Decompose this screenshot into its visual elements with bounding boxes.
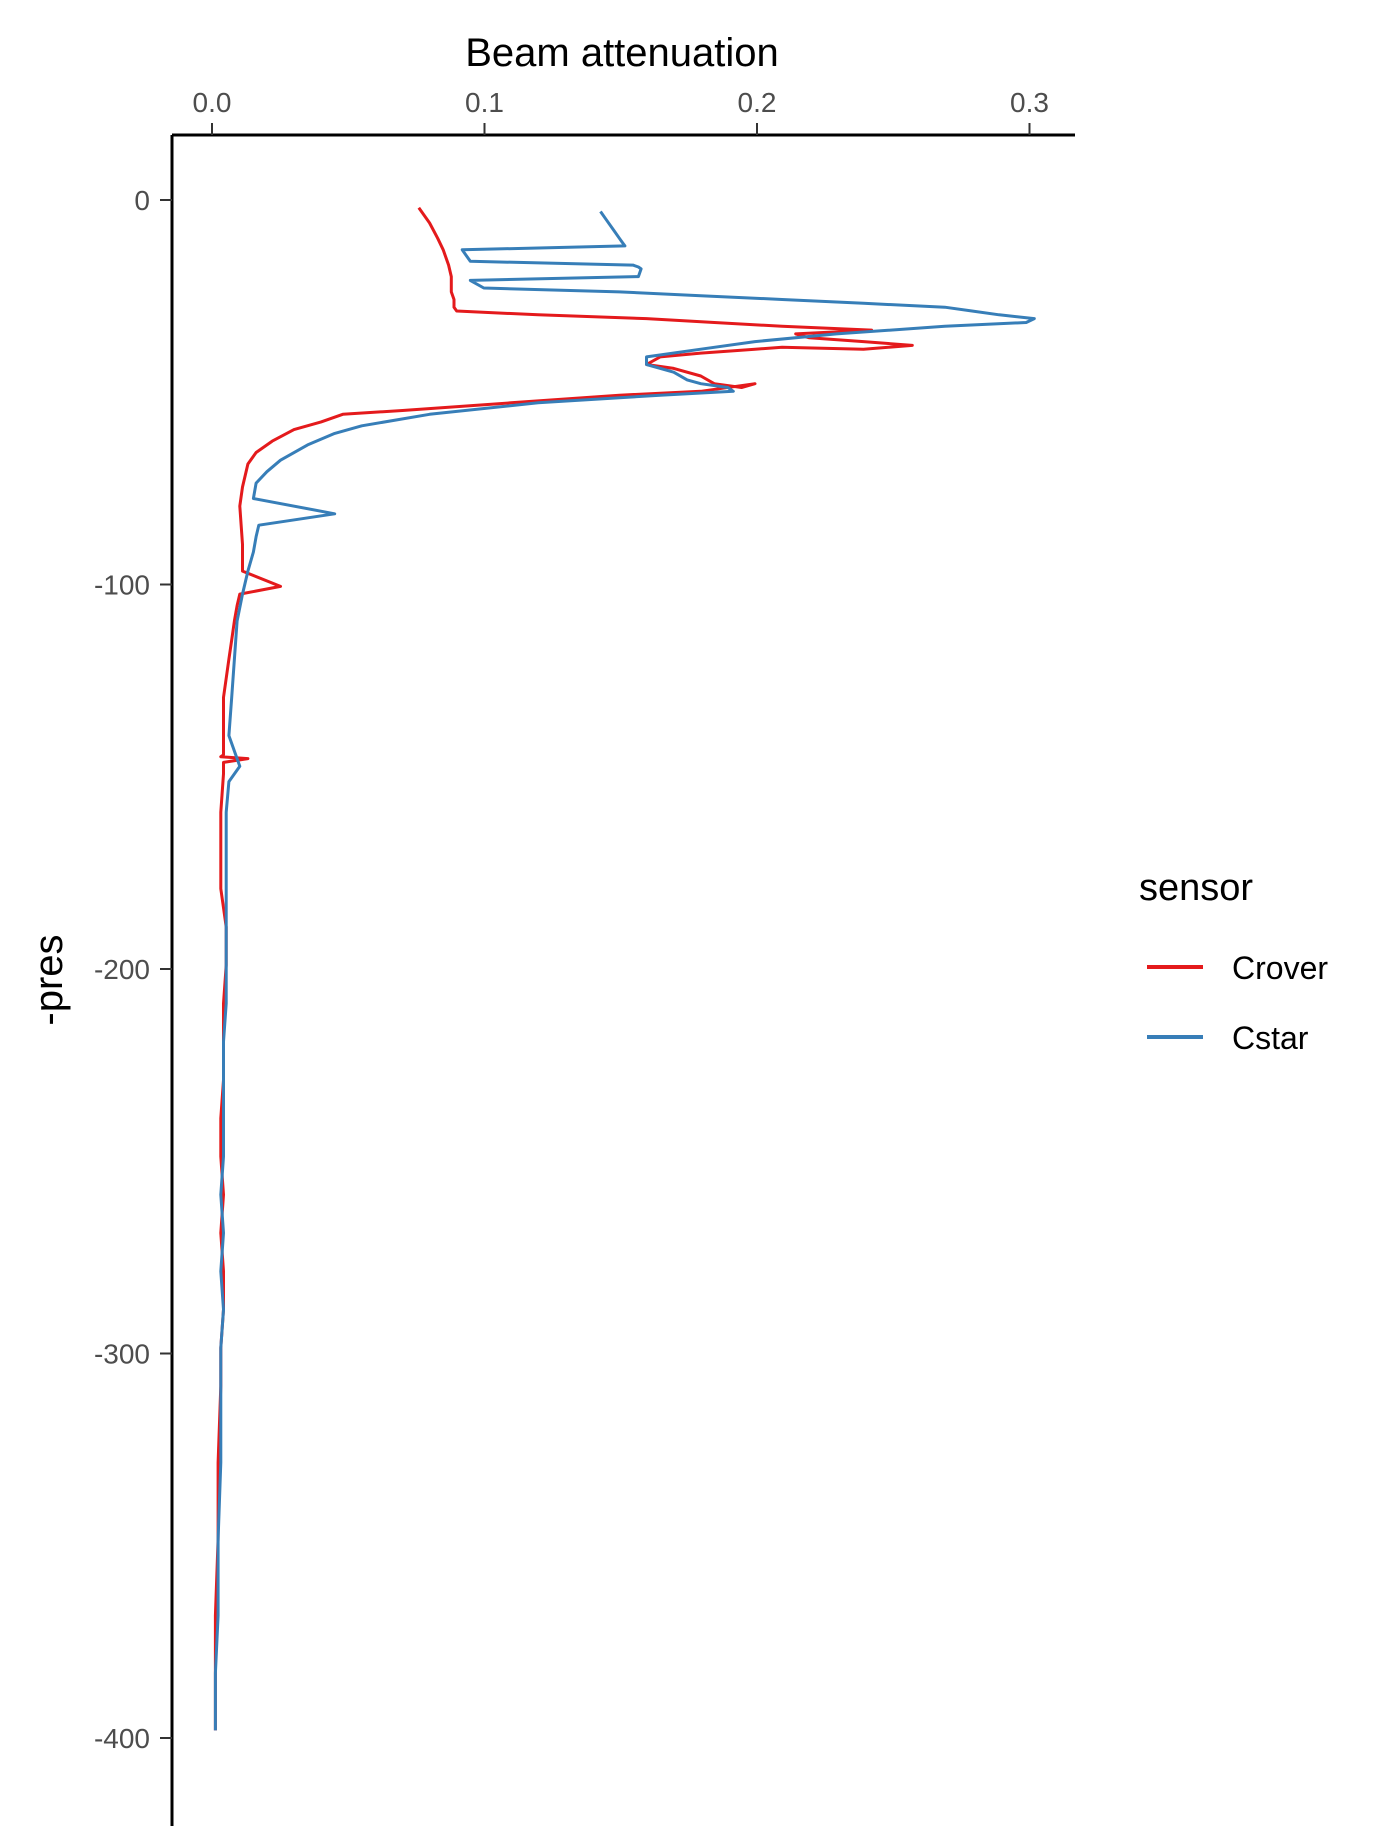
series-line-crover	[213, 206, 914, 1731]
legend-label-crover: Crover	[1232, 950, 1328, 986]
x-tick-label: 0.1	[465, 87, 504, 118]
y-tick-label: -400	[94, 1723, 150, 1754]
y-tick-label: 0	[134, 185, 150, 216]
legend-title: sensor	[1139, 867, 1253, 909]
x-tick-label: 0.0	[193, 87, 232, 118]
y-tick-label: -100	[94, 570, 150, 601]
legend-label-cstar: Cstar	[1232, 1020, 1309, 1056]
plot-lines	[213, 206, 1036, 1731]
y-ticks: 0 -100 -200 -300 -400	[94, 185, 172, 1754]
y-tick-label: -200	[94, 954, 150, 985]
x-tick-label: 0.3	[1010, 87, 1049, 118]
y-axis-title: -pres	[27, 934, 71, 1025]
legend: sensor Crover Cstar	[1139, 867, 1328, 1056]
series-line-cstar	[213, 210, 1036, 1731]
x-ticks: 0.0 0.1 0.2 0.3	[193, 87, 1049, 135]
y-tick-label: -300	[94, 1339, 150, 1370]
x-tick-label: 0.2	[738, 87, 777, 118]
x-axis-title: Beam attenuation	[465, 31, 779, 75]
